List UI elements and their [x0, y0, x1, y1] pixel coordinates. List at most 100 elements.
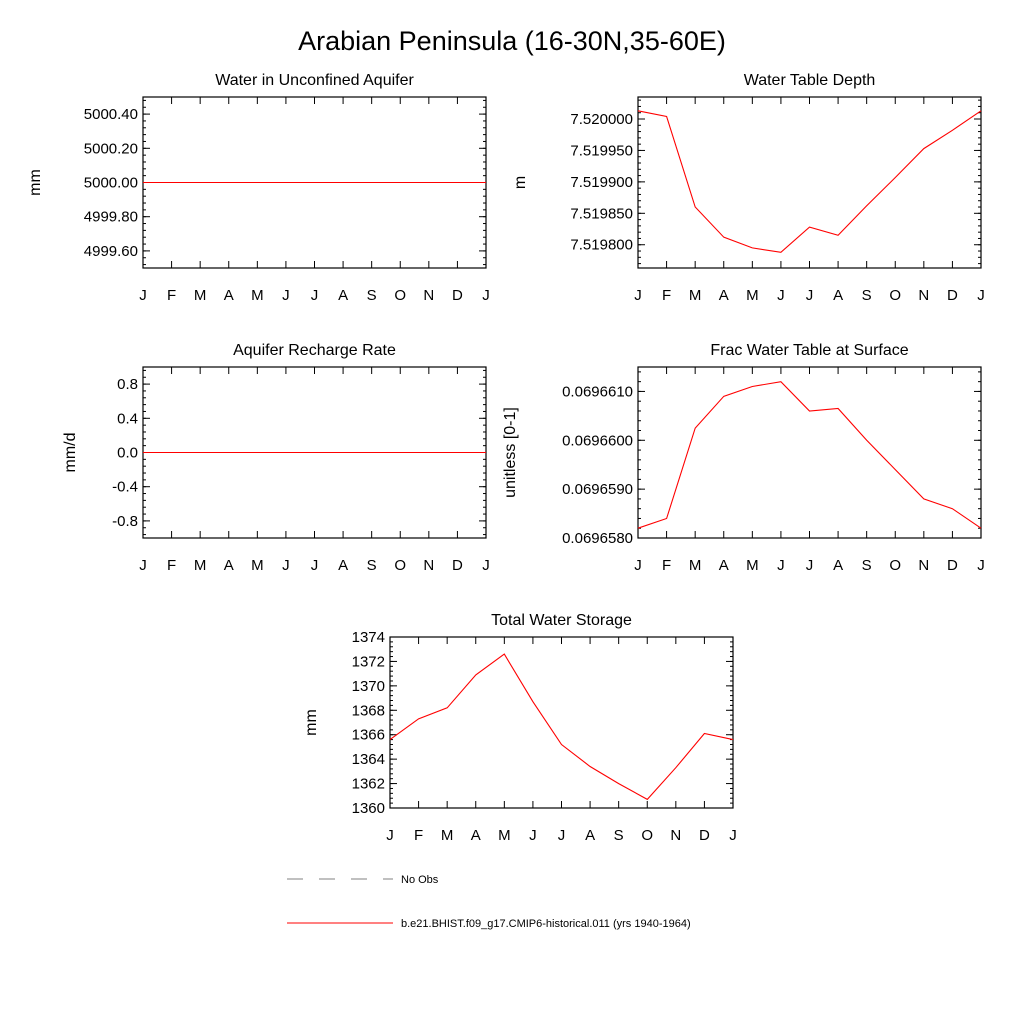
- y-tick-label: 7.520000: [570, 111, 633, 128]
- y-tick-label: 7.519900: [570, 174, 633, 191]
- y-tick-label: 0.0696590: [562, 481, 633, 498]
- series-line: [389, 653, 734, 801]
- series-line: [637, 381, 982, 529]
- x-tick-label: J: [311, 287, 319, 304]
- x-tick-label: D: [947, 287, 958, 304]
- y-axis-label: mm: [303, 709, 320, 736]
- x-tick-label: J: [977, 557, 985, 574]
- y-tick-label: 5000.20: [84, 140, 138, 157]
- x-tick-label: J: [634, 557, 642, 574]
- y-tick-label: 1374: [352, 629, 385, 646]
- y-tick-label: 5000.40: [84, 106, 138, 123]
- x-tick-label: A: [833, 557, 843, 574]
- x-tick-label: J: [806, 557, 814, 574]
- panel-title: Total Water Storage: [491, 612, 632, 629]
- x-tick-label: M: [498, 827, 511, 844]
- x-tick-label: M: [251, 557, 264, 574]
- y-tick-label: 1368: [352, 702, 385, 719]
- x-tick-label: J: [558, 827, 566, 844]
- x-tick-label: J: [977, 287, 985, 304]
- y-tick-label: 0.0696600: [562, 432, 633, 449]
- y-axis-label: m: [512, 176, 529, 189]
- panel-title: Water in Unconfined Aquifer: [215, 72, 414, 89]
- x-tick-label: M: [441, 827, 454, 844]
- x-tick-label: N: [423, 557, 434, 574]
- y-axis-label: mm: [27, 169, 44, 196]
- x-tick-label: J: [806, 287, 814, 304]
- series-line: [637, 110, 982, 253]
- figure-title: Arabian Peninsula (16-30N,35-60E): [298, 26, 726, 56]
- x-tick-label: F: [167, 557, 176, 574]
- x-tick-label: J: [634, 287, 642, 304]
- x-tick-label: O: [889, 557, 901, 574]
- legend-label-model: b.e21.BHIST.f09_g17.CMIP6-historical.011…: [401, 918, 691, 930]
- plot-frame: [389, 636, 734, 809]
- x-tick-label: J: [729, 827, 737, 844]
- y-tick-label: 4999.80: [84, 209, 138, 226]
- x-tick-label: M: [194, 557, 207, 574]
- panel-title: Aquifer Recharge Rate: [233, 342, 396, 359]
- x-tick-label: M: [194, 287, 207, 304]
- y-tick-label: 1360: [352, 800, 385, 817]
- x-tick-label: M: [689, 557, 702, 574]
- panel-title: Frac Water Table at Surface: [710, 342, 908, 359]
- legend: No Obs b.e21.BHIST.f09_g17.CMIP6-histori…: [287, 874, 691, 930]
- x-tick-label: D: [699, 827, 710, 844]
- x-tick-label: F: [662, 287, 671, 304]
- x-tick-label: M: [746, 287, 759, 304]
- x-tick-label: J: [482, 557, 490, 574]
- y-tick-label: 0.0696580: [562, 530, 633, 547]
- x-tick-label: A: [471, 827, 481, 844]
- y-tick-label: 1372: [352, 653, 385, 670]
- plot-frame: [637, 366, 982, 539]
- x-tick-label: S: [862, 287, 872, 304]
- panel-4: Frac Water Table at Surface unitless [0-1…: [502, 342, 985, 574]
- x-tick-label: O: [394, 557, 406, 574]
- x-tick-label: O: [641, 827, 653, 844]
- y-tick-label: 7.519850: [570, 205, 633, 222]
- x-tick-label: O: [889, 287, 901, 304]
- y-tick-label: 5000.00: [84, 175, 138, 192]
- x-tick-label: D: [947, 557, 958, 574]
- panel-title: Water Table Depth: [744, 72, 876, 89]
- y-tick-label: 0.0: [117, 445, 138, 462]
- x-tick-label: A: [338, 287, 348, 304]
- x-tick-label: F: [662, 557, 671, 574]
- y-tick-label: 1364: [352, 751, 385, 768]
- x-tick-label: J: [386, 827, 394, 844]
- x-tick-label: J: [482, 287, 490, 304]
- y-tick-label: 1370: [352, 678, 385, 695]
- x-tick-label: S: [367, 557, 377, 574]
- y-tick-label: 1366: [352, 727, 385, 744]
- y-tick-label: 7.519950: [570, 142, 633, 159]
- x-tick-label: S: [367, 287, 377, 304]
- x-tick-label: M: [746, 557, 759, 574]
- x-tick-label: N: [918, 557, 929, 574]
- y-tick-label: 4999.60: [84, 243, 138, 260]
- x-tick-label: A: [224, 287, 234, 304]
- y-axis-label: unitless [0-1]: [502, 407, 519, 498]
- x-tick-label: J: [529, 827, 537, 844]
- y-tick-label: 0.4: [117, 410, 138, 427]
- x-tick-label: J: [139, 557, 147, 574]
- y-axis-label: mm/d: [62, 433, 79, 473]
- x-tick-label: J: [139, 287, 147, 304]
- y-tick-label: 0.0696610: [562, 383, 633, 400]
- x-tick-label: D: [452, 557, 463, 574]
- x-tick-label: N: [918, 287, 929, 304]
- plot-frame: [637, 96, 982, 269]
- x-tick-label: D: [452, 287, 463, 304]
- y-tick-label: -0.4: [112, 479, 138, 496]
- legend-label-no-obs: No Obs: [401, 874, 439, 886]
- x-tick-label: J: [282, 557, 290, 574]
- x-tick-label: J: [777, 557, 785, 574]
- x-tick-label: A: [719, 287, 729, 304]
- x-tick-label: N: [670, 827, 681, 844]
- x-tick-label: M: [689, 287, 702, 304]
- x-tick-label: J: [311, 557, 319, 574]
